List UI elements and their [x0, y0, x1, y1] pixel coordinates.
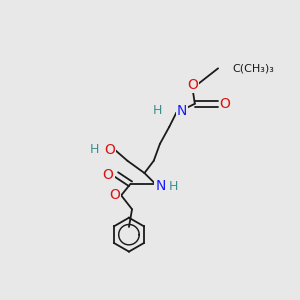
Text: C(CH₃)₃: C(CH₃)₃	[232, 63, 274, 73]
Text: O: O	[187, 78, 198, 92]
Text: N: N	[155, 179, 166, 193]
Text: H: H	[90, 143, 100, 157]
Text: O: O	[103, 168, 113, 182]
Text: O: O	[104, 143, 115, 157]
Text: H: H	[153, 104, 162, 117]
Text: H: H	[169, 180, 178, 193]
Text: O: O	[220, 97, 230, 111]
Text: O: O	[109, 188, 120, 203]
Text: N: N	[177, 104, 188, 118]
